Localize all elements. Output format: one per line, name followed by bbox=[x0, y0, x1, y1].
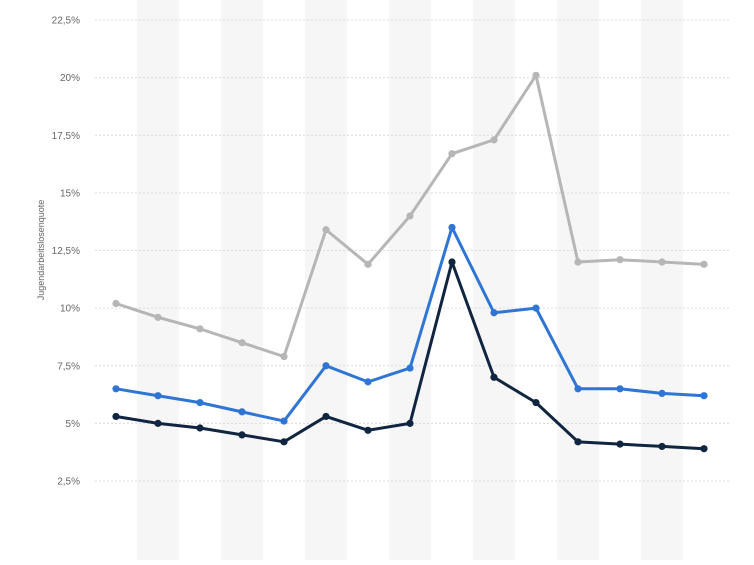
data-point bbox=[490, 373, 498, 381]
column-bands bbox=[137, 0, 683, 560]
data-point bbox=[616, 256, 624, 264]
data-point bbox=[700, 392, 708, 400]
data-point bbox=[112, 299, 120, 308]
y-tick-label: 12,5% bbox=[52, 246, 80, 257]
data-point bbox=[658, 442, 666, 451]
data-point bbox=[448, 150, 456, 158]
column-band bbox=[641, 0, 683, 560]
data-point bbox=[574, 258, 582, 266]
data-point bbox=[280, 417, 288, 425]
data-point bbox=[322, 362, 330, 370]
y-tick-label: 5% bbox=[66, 419, 81, 430]
data-point bbox=[322, 412, 330, 421]
data-point bbox=[364, 426, 372, 434]
data-point bbox=[490, 136, 498, 144]
data-point bbox=[700, 260, 708, 268]
data-point bbox=[364, 260, 372, 268]
data-point bbox=[322, 226, 330, 234]
y-tick-label: 2,5% bbox=[57, 477, 80, 488]
series-1 bbox=[112, 71, 708, 361]
data-point bbox=[658, 258, 666, 266]
y-tick-label: 7,5% bbox=[57, 361, 80, 372]
data-point bbox=[154, 313, 162, 321]
data-point bbox=[448, 223, 456, 232]
data-point bbox=[280, 438, 288, 446]
data-point bbox=[196, 424, 204, 432]
data-point bbox=[196, 325, 204, 333]
column-band bbox=[473, 0, 515, 560]
series-3 bbox=[112, 258, 708, 453]
data-point bbox=[238, 408, 246, 416]
data-point bbox=[658, 389, 666, 398]
column-band bbox=[137, 0, 179, 560]
data-point bbox=[238, 431, 246, 439]
data-point bbox=[574, 385, 582, 393]
data-point bbox=[532, 304, 540, 312]
data-point bbox=[532, 399, 540, 407]
data-point bbox=[616, 440, 624, 448]
data-point bbox=[196, 399, 204, 407]
data-point bbox=[406, 419, 414, 427]
y-tick-label: 10% bbox=[60, 304, 80, 315]
data-point bbox=[406, 364, 414, 372]
data-point bbox=[154, 419, 162, 427]
data-point bbox=[238, 339, 246, 347]
data-point bbox=[574, 438, 582, 446]
data-point bbox=[112, 412, 120, 421]
data-point bbox=[280, 352, 288, 361]
column-band bbox=[557, 0, 599, 560]
data-point bbox=[154, 392, 162, 400]
data-point bbox=[406, 212, 414, 220]
data-point bbox=[490, 309, 498, 317]
y-tick-label: 15% bbox=[60, 188, 80, 199]
y-axis-title: Jugendarbeitslosenquote bbox=[36, 200, 46, 301]
y-tick-label: 22,5% bbox=[52, 16, 80, 27]
y-tick-label: 20% bbox=[60, 73, 80, 84]
data-point bbox=[112, 385, 120, 393]
data-point bbox=[448, 258, 456, 266]
series-2 bbox=[112, 223, 708, 425]
column-band bbox=[221, 0, 263, 560]
data-point bbox=[532, 71, 540, 79]
column-band bbox=[389, 0, 431, 560]
series-group bbox=[112, 71, 708, 453]
data-point bbox=[700, 445, 708, 453]
column-band bbox=[305, 0, 347, 560]
data-point bbox=[616, 385, 624, 393]
y-tick-label: 17,5% bbox=[52, 131, 80, 142]
y-tick-labels: 2,5% 5% 7,5% 10% 12,5% 15% 17,5% 20% 22,5% bbox=[52, 16, 80, 488]
data-point bbox=[364, 378, 372, 386]
